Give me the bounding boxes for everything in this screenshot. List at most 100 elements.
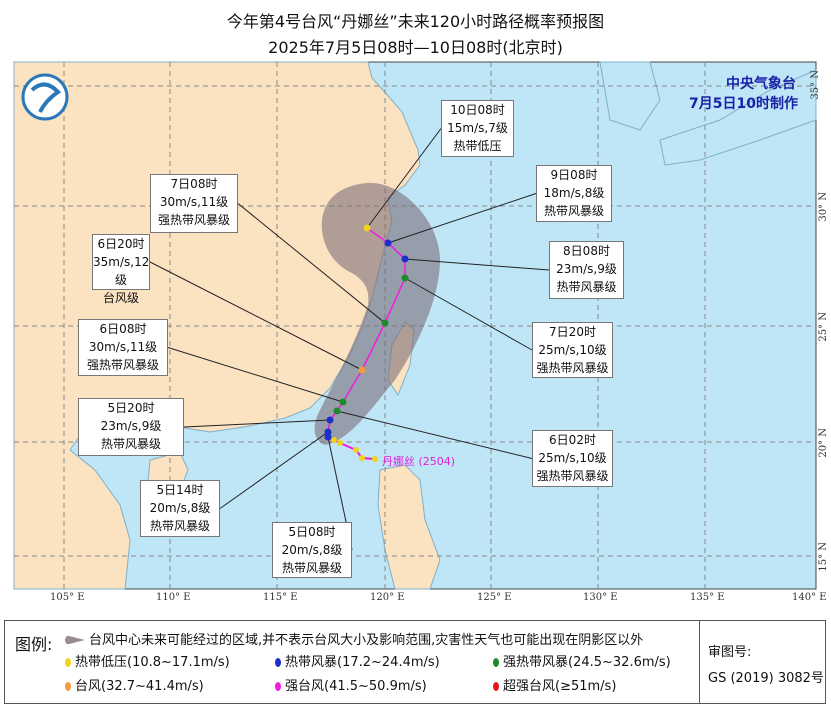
forecast-callout: 6日20时 35m/s,12级 台风级	[92, 234, 150, 305]
luzon-island	[377, 464, 441, 590]
lat-tick: 20° N	[818, 428, 829, 458]
lat-tick: 15° N	[818, 542, 829, 572]
cma-logo	[21, 73, 69, 121]
forecast-callout: 5日20时 23m/s,9级 热带风暴级	[78, 398, 184, 456]
forecast-point-marker	[381, 319, 389, 327]
tropical-depression-dot-icon	[65, 658, 71, 667]
callout-leader-line	[404, 258, 550, 271]
callout-grade: 强热带风暴级	[536, 361, 609, 375]
legend-item: 台风(32.7~41.4m/s)	[65, 675, 204, 694]
callout-wind: 23m/s,9级	[100, 419, 162, 433]
lat-tick: 30° N	[818, 192, 829, 222]
review-label: 审图号:	[708, 645, 752, 660]
callout-leader-line	[237, 203, 386, 324]
callout-time: 6日20时	[97, 237, 145, 251]
legend-label: 强台风(41.5~50.9m/s)	[285, 679, 427, 694]
legend-label: 热带低压(10.8~17.1m/s)	[75, 655, 230, 670]
callout-time: 5日14时	[156, 483, 204, 497]
callout-grade: 强热带风暴级	[86, 358, 159, 372]
callout-time: 9日08时	[550, 168, 598, 182]
map-title: 今年第4号台风“丹娜丝”未来120小时路径概率预报图	[226, 12, 605, 31]
forecast-callout: 6日08时 30m/s,11级 强热带风暴级	[78, 319, 168, 376]
callout-grade: 热带风暴级	[149, 519, 210, 533]
callout-time: 10日08时	[450, 103, 505, 117]
probability-cone	[314, 182, 440, 445]
callout-time: 7日20时	[549, 325, 596, 339]
forecast-point-marker	[401, 274, 409, 282]
callout-wind: 18m/s,8级	[543, 186, 605, 200]
legend-label: 强热带风暴(24.5~32.6m/s)	[503, 655, 671, 670]
callout-time: 5日08时	[288, 525, 336, 539]
callout-grade: 热带低压	[453, 139, 502, 153]
callout-time: 6日02时	[549, 433, 596, 447]
forecast-point-marker	[333, 407, 341, 415]
callout-time: 5日20时	[107, 401, 155, 415]
callout-time: 7日08时	[170, 177, 218, 191]
callout-grade: 热带风暴级	[100, 437, 161, 451]
callout-leaders	[149, 128, 550, 551]
legend-label: 热带风暴(17.2~24.4m/s)	[285, 655, 440, 670]
callout-leader-line	[149, 261, 363, 371]
lat-tick: 25° N	[818, 312, 829, 342]
korea-japan	[599, 61, 817, 166]
forecast-callout: 7日08时 30m/s,11级 强热带风暴级	[150, 174, 238, 233]
typhoon-name-label: 丹娜丝 (2504)	[382, 455, 456, 468]
forecast-point-marker	[324, 433, 332, 441]
lon-tick: 125° E	[477, 592, 512, 603]
callout-grade: 强热带风暴级	[536, 469, 609, 483]
legend-item: 热带低压(10.8~17.1m/s)	[65, 651, 230, 670]
callout-grade: 热带风暴级	[281, 561, 342, 575]
lon-tick: 105° E	[50, 592, 85, 603]
lon-tick: 110° E	[156, 592, 191, 603]
forecast-callout: 6日02时 25m/s,10级 强热带风暴级	[532, 430, 613, 487]
callout-wind: 15m/s,7级	[447, 121, 508, 135]
forecast-point-marker	[401, 255, 409, 263]
callout-wind: 25m/s,10级	[538, 343, 607, 357]
past-track-dots	[331, 437, 378, 462]
lon-tick: 130° E	[583, 592, 618, 603]
lon-tick: 115° E	[263, 592, 298, 603]
legend-item: 热带风暴(17.2~24.4m/s)	[275, 651, 440, 670]
legend: 图例: 台风中心未来可能经过的区域,并不表示台风大小及影响范围,灾害性天气也可能…	[4, 620, 826, 704]
callout-wind: 25m/s,10级	[538, 451, 607, 465]
legend-item: 超强台风(≥51m/s)	[493, 675, 616, 694]
issue-time: 7月5日10时制作	[689, 96, 798, 112]
forecast-callout: 9日08时 18m/s,8级 热带风暴级	[536, 165, 612, 222]
forecast-point-marker	[384, 239, 392, 247]
callout-wind: 30m/s,11级	[88, 340, 158, 354]
callout-time: 6日08时	[99, 322, 147, 336]
forecast-point-marker	[324, 428, 332, 436]
callout-leader-line	[336, 410, 533, 459]
callout-grade: 台风级	[102, 291, 139, 305]
forecast-point-marker	[326, 416, 334, 424]
super-typhoon-dot-icon	[493, 682, 499, 691]
lat-tick: 35° N	[810, 70, 821, 100]
forecast-callout: 10日08时 15m/s,7级 热带低压	[441, 100, 514, 157]
callout-time: 8日08时	[563, 244, 610, 258]
forecast-point-marker	[339, 398, 347, 406]
legend-divider	[699, 621, 700, 703]
legend-cone: 台风中心未来可能经过的区域,并不表示台风大小及影响范围,灾害性天气也可能出现在阴…	[65, 629, 643, 648]
forecast-callout: 5日14时 20m/s,8级 热带风暴级	[140, 480, 220, 537]
callout-leader-line	[219, 431, 329, 509]
callout-leader-line	[404, 277, 533, 351]
callout-wind: 20m/s,8级	[149, 501, 211, 515]
severe-typhoon-dot-icon	[275, 682, 281, 691]
legend-item: 强热带风暴(24.5~32.6m/s)	[493, 651, 671, 670]
tropical-storm-dot-icon	[275, 658, 281, 667]
callout-leader-line	[387, 193, 537, 244]
legend-title: 图例:	[15, 635, 53, 654]
forecast-point-marker	[363, 224, 371, 232]
callout-wind: 20m/s,8级	[281, 543, 343, 557]
agency-name: 中央气象台	[726, 76, 796, 92]
legend-cone-text: 台风中心未来可能经过的区域,并不表示台风大小及影响范围,灾害性天气也可能出现在阴…	[89, 633, 644, 648]
legend-item: 强台风(41.5~50.9m/s)	[275, 675, 427, 694]
cone-icon	[65, 635, 85, 645]
lon-tick: 135° E	[690, 592, 725, 603]
forecast-point-marker	[358, 366, 366, 374]
legend-label: 超强台风(≥51m/s)	[503, 679, 617, 694]
forecast-callout: 5日08时 20m/s,8级 热带风暴级	[272, 522, 352, 578]
typhoon-dot-icon	[65, 682, 71, 691]
callout-leader-line	[183, 419, 331, 428]
